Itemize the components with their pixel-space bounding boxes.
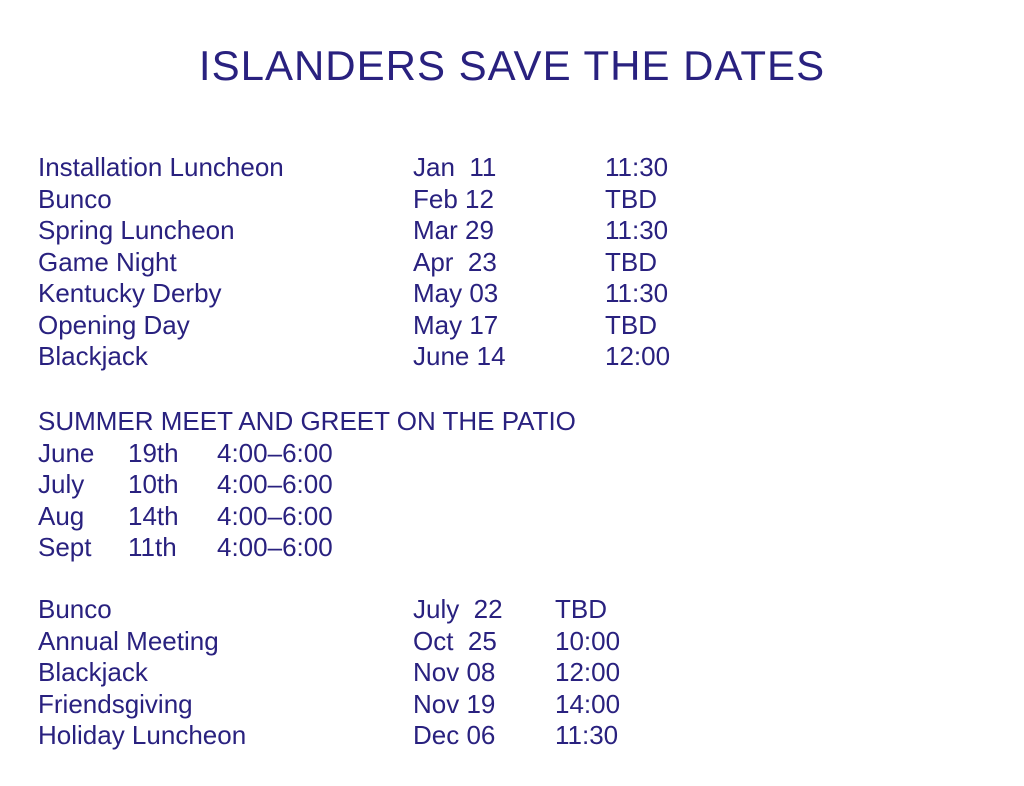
event-time: TBD — [605, 246, 657, 277]
event-row: Holiday Luncheon Dec 06 11:30 — [38, 720, 620, 752]
event-time: TBD — [605, 183, 657, 214]
event-name: Friendsgiving — [38, 688, 193, 719]
event-row: Bunco Feb 12 TBD — [38, 184, 670, 216]
event-row: Blackjack June 14 12:00 — [38, 341, 670, 373]
event-day: 14th — [128, 500, 179, 531]
event-time: 11:30 — [605, 152, 669, 182]
event-date: May 17 — [413, 309, 499, 340]
event-name: Installation Luncheon — [38, 152, 284, 182]
event-date: Mar 29 — [413, 215, 494, 245]
event-time: 4:00–6:00 — [217, 469, 333, 499]
event-row: Annual Meeting Oct 25 10:00 — [38, 626, 620, 658]
event-row: July 10th 4:00–6:00 — [38, 469, 576, 501]
event-time: TBD — [605, 309, 657, 340]
event-month: Aug — [38, 500, 85, 531]
event-time: 4:00–6:00 — [217, 532, 333, 562]
event-date: Dec 06 — [413, 720, 496, 750]
event-name: Opening Day — [38, 309, 190, 340]
event-name: Spring Luncheon — [38, 215, 235, 245]
event-date: Nov 08 — [413, 657, 496, 687]
event-time: 12:00 — [555, 657, 621, 687]
event-row: Opening Day May 17 TBD — [38, 310, 670, 342]
event-month: June — [38, 437, 95, 468]
event-row: Sept 11th 4:00–6:00 — [38, 532, 576, 564]
event-date: Nov 19 — [413, 688, 496, 719]
summer-section-heading: SUMMER MEET AND GREET ON THE PATIO — [38, 406, 576, 436]
event-name: Annual Meeting — [38, 625, 219, 656]
event-row: Bunco July 22 TBD — [38, 594, 620, 626]
event-row: Aug 14th 4:00–6:00 — [38, 501, 576, 533]
event-name: Game Night — [38, 246, 177, 277]
event-name: Blackjack — [38, 341, 148, 371]
event-date: July 22 — [413, 594, 503, 624]
events-section-spring: Installation Luncheon Jan 11 11:30 Bunco… — [38, 152, 670, 373]
event-row: June 19th 4:00–6:00 — [38, 438, 576, 470]
event-time: 11:30 — [605, 215, 669, 245]
event-row: Installation Luncheon Jan 11 11:30 — [38, 152, 670, 184]
event-name: Bunco — [38, 594, 112, 624]
event-row: Spring Luncheon Mar 29 11:30 — [38, 215, 670, 247]
event-date: June 14 — [413, 341, 506, 371]
event-time: TBD — [555, 594, 607, 624]
event-time: 14:00 — [555, 688, 621, 719]
event-date: Apr 23 — [413, 246, 497, 277]
event-name: Blackjack — [38, 657, 148, 687]
event-date: Oct 25 — [413, 625, 497, 656]
event-time: 4:00–6:00 — [217, 437, 333, 468]
event-date: Feb 12 — [413, 183, 494, 214]
event-name: Holiday Luncheon — [38, 720, 247, 750]
event-time: 11:30 — [605, 278, 669, 308]
event-month: July — [38, 469, 85, 499]
event-date: May 03 — [413, 278, 499, 308]
event-time: 10:00 — [555, 625, 621, 656]
event-row: Friendsgiving Nov 19 14:00 — [38, 689, 620, 721]
events-section-fall: Bunco July 22 TBD Annual Meeting Oct 25 … — [38, 594, 620, 752]
event-time: 11:30 — [555, 720, 619, 750]
event-day: 10th — [128, 469, 179, 499]
event-month: Sept — [38, 532, 92, 562]
event-name: Kentucky Derby — [38, 278, 222, 308]
event-row: Game Night Apr 23 TBD — [38, 247, 670, 279]
event-day: 19th — [128, 437, 179, 468]
event-day: 11th — [128, 532, 177, 562]
event-row: Blackjack Nov 08 12:00 — [38, 657, 620, 689]
event-name: Bunco — [38, 183, 112, 214]
event-row: Kentucky Derby May 03 11:30 — [38, 278, 670, 310]
page-title: ISLANDERS SAVE THE DATES — [198, 42, 826, 89]
event-time: 12:00 — [605, 341, 671, 371]
event-date: Jan 11 — [413, 152, 497, 182]
events-section-summer: SUMMER MEET AND GREET ON THE PATIO June … — [38, 406, 576, 564]
event-time: 4:00–6:00 — [217, 500, 333, 531]
